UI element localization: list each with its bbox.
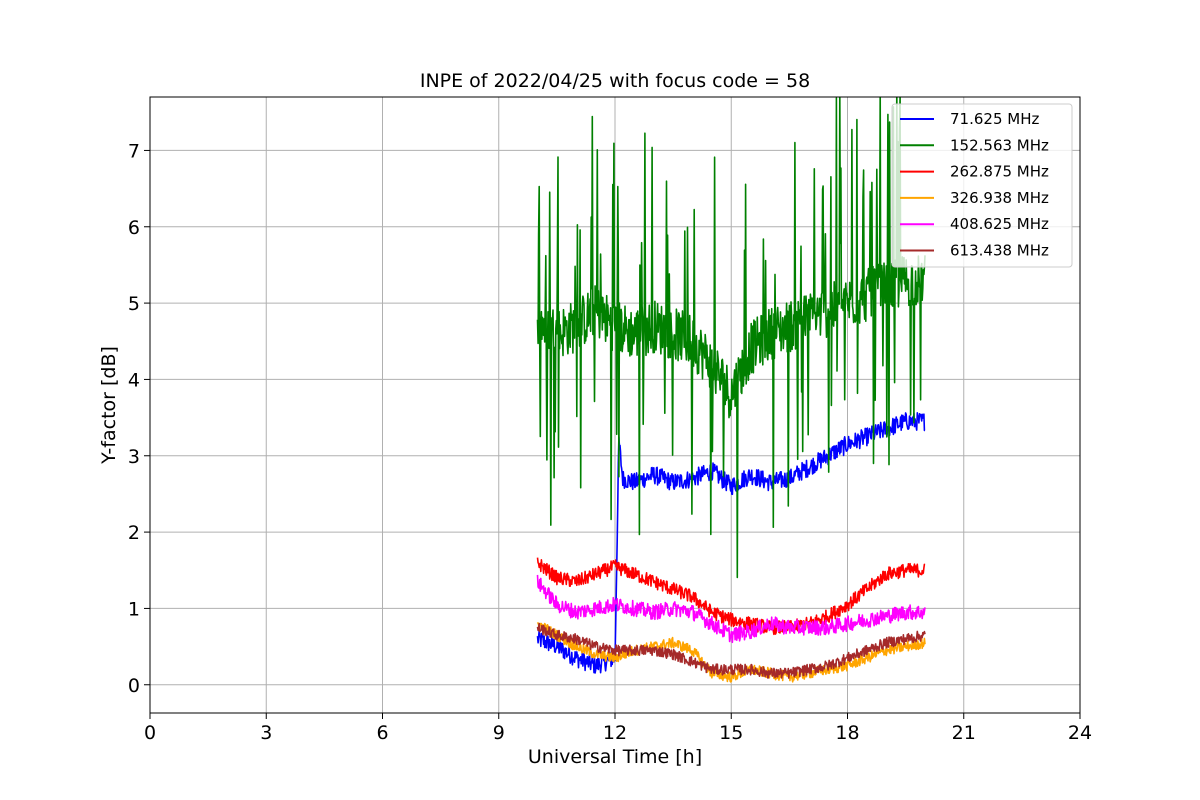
legend: 71.625 MHz 152.563 MHz 262.875 MHz 326.938 …: [891, 103, 1073, 268]
legend-label: 71.625 MHz: [950, 110, 1039, 128]
x-tick-label: 0: [144, 722, 156, 744]
series-line: [536, 621, 926, 683]
legend-label: 613.438 MHz: [950, 242, 1049, 260]
series-group: [536, 97, 926, 683]
y-axis-label: Y-factor [dB]: [98, 346, 120, 465]
x-tick-label: 24: [1068, 722, 1092, 744]
series-line: [536, 557, 926, 636]
x-tick-label: 3: [260, 722, 272, 744]
y-tick-label: 6: [128, 217, 140, 239]
x-tick-label: 15: [719, 722, 743, 744]
y-tick-label: 0: [128, 675, 140, 697]
y-tick-label: 4: [128, 369, 140, 391]
x-tick-label: 12: [603, 722, 627, 744]
legend-box: [891, 103, 1073, 268]
legend-label: 262.875 MHz: [950, 163, 1049, 181]
y-tick-label: 1: [128, 598, 140, 620]
x-tick-label: 18: [835, 722, 859, 744]
legend-label: 408.625 MHz: [950, 215, 1049, 233]
legend-label: 326.938 MHz: [950, 189, 1049, 207]
y-tick-label: 3: [128, 446, 140, 468]
y-tick-label: 7: [128, 140, 140, 162]
y-tick-label: 5: [128, 293, 140, 315]
series-line: [536, 622, 926, 679]
y-tick-label: 2: [128, 522, 140, 544]
chart-title: INPE of 2022/04/25 with focus code = 58: [420, 70, 810, 92]
series-line: [536, 97, 926, 579]
x-tick-label: 6: [376, 722, 388, 744]
x-tick-label: 9: [493, 722, 505, 744]
x-tick-label: 21: [952, 722, 976, 744]
series-line: [536, 574, 926, 644]
legend-label: 152.563 MHz: [950, 136, 1049, 154]
x-axis-label: Universal Time [h]: [528, 746, 702, 768]
